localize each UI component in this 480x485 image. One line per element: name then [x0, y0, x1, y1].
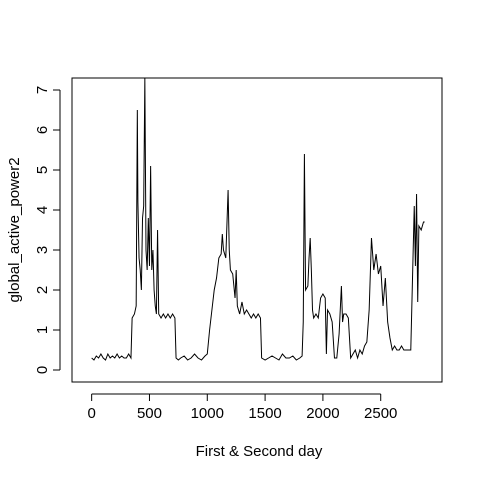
- x-tick-label: 2000: [306, 405, 339, 422]
- x-tick-label: 1000: [191, 405, 224, 422]
- y-tick-label: 5: [34, 166, 51, 174]
- x-tick-label: 0: [87, 405, 95, 422]
- y-tick-label: 7: [34, 86, 51, 94]
- y-axis-label: global_active_power2: [6, 157, 23, 302]
- x-tick-label: 500: [137, 405, 162, 422]
- x-tick-label: 2500: [364, 405, 397, 422]
- y-tick-label: 3: [34, 246, 51, 254]
- y-tick-label: 1: [34, 326, 51, 334]
- plot-box: [71, 77, 443, 383]
- y-tick-label: 6: [34, 126, 51, 134]
- y-tick-label: 0: [34, 366, 51, 374]
- x-axis-label: First & Second day: [196, 443, 323, 460]
- data-line: [91, 77, 425, 361]
- x-tick-label: 1500: [248, 405, 281, 422]
- y-tick-label: 2: [34, 286, 51, 294]
- y-tick-label: 4: [34, 206, 51, 214]
